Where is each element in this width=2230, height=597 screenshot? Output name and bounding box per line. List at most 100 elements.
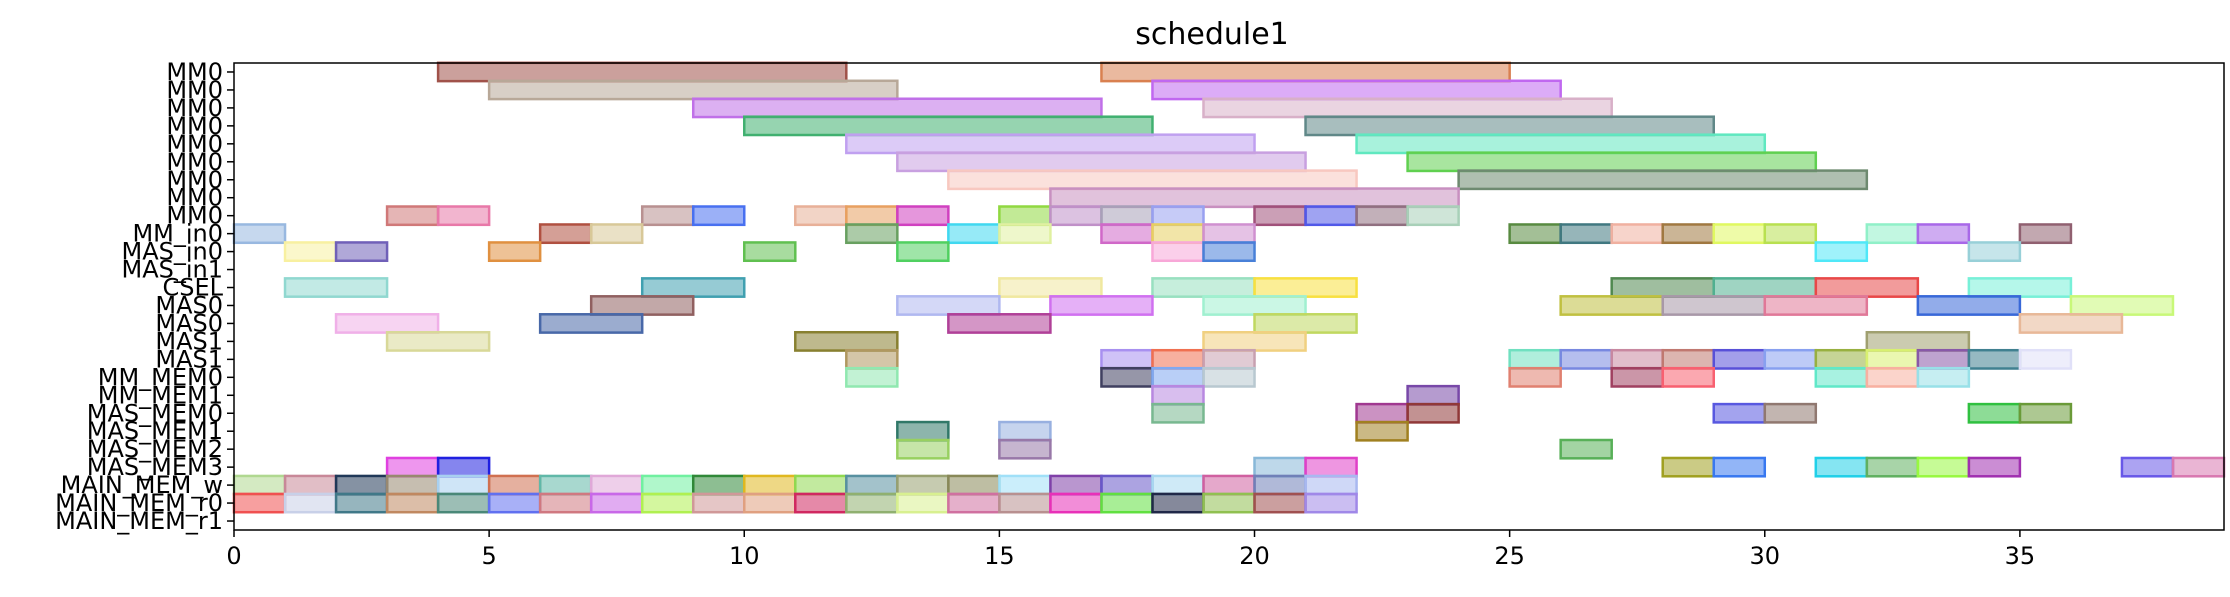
- task-bar: [385, 205, 440, 227]
- task-bars: [232, 61, 2226, 514]
- y-tick-label: CSEL: [162, 274, 223, 302]
- task-bar: [1100, 348, 1154, 370]
- y-tick-label: MAS_MEM2: [87, 435, 223, 463]
- task-bar: [334, 492, 389, 514]
- task-bar: [1253, 474, 1307, 496]
- chart-title: schedule1: [1135, 17, 1289, 52]
- task-bar: [845, 366, 899, 388]
- task-bar: [2171, 456, 2226, 478]
- x-axis-ticks: 0 5 10 15 20 25 30 35: [226, 530, 2035, 570]
- task-bar: [1508, 223, 1562, 245]
- task-bar: [691, 474, 746, 496]
- task-bar: [1202, 366, 1256, 388]
- task-bar: [1151, 402, 1205, 424]
- task-bar: [1967, 241, 2022, 263]
- task-bar: [1661, 223, 1715, 245]
- task-bar: [1304, 474, 1358, 496]
- task-bar: [1202, 295, 1307, 316]
- x-tick-label: 20: [1239, 542, 1270, 570]
- task-bar: [1406, 151, 1818, 173]
- task-bar: [1151, 474, 1205, 496]
- task-bar: [1712, 223, 1767, 245]
- task-bar: [743, 492, 797, 514]
- task-bar: [1865, 366, 1920, 388]
- task-bar: [743, 474, 797, 496]
- task-bar: [691, 492, 746, 514]
- y-tick-label: MM_MEM1: [98, 381, 223, 409]
- task-bar: [1202, 330, 1307, 352]
- y-tick-label: MAIN_MEM_w: [61, 471, 223, 499]
- task-bar: [845, 348, 899, 370]
- task-bar: [334, 241, 389, 263]
- task-bar: [1151, 277, 1256, 298]
- task-bar: [538, 313, 644, 334]
- task-bar: [1916, 348, 1971, 370]
- y-tick-label: MAS0: [155, 291, 223, 319]
- task-bar: [1661, 366, 1715, 388]
- task-bar: [1151, 205, 1205, 227]
- task-bar: [1814, 348, 1869, 370]
- y-tick-label: MM0: [166, 202, 223, 230]
- task-bar: [1865, 223, 1920, 245]
- x-tick-label: 10: [729, 542, 760, 570]
- x-tick-label: 5: [481, 542, 496, 570]
- y-tick-label: MAS1: [155, 345, 223, 373]
- task-bar: [1559, 223, 1613, 245]
- task-bar: [283, 277, 389, 298]
- task-bar: [1406, 205, 1460, 227]
- task-bar: [998, 205, 1052, 227]
- task-bar: [1253, 313, 1358, 334]
- task-bar: [1202, 97, 1613, 119]
- task-bar: [1508, 348, 1562, 370]
- task-bar: [1967, 402, 2022, 424]
- task-bar: [845, 205, 899, 227]
- task-bar: [998, 277, 1103, 298]
- task-bar: [1610, 277, 1715, 298]
- task-bar: [1202, 348, 1256, 370]
- task-bar: [1763, 402, 1818, 424]
- task-bar: [487, 79, 899, 101]
- task-bar: [1253, 456, 1307, 478]
- y-tick-label: MAS1: [155, 327, 223, 355]
- task-bar: [1712, 348, 1767, 370]
- task-bar: [1406, 402, 1460, 424]
- task-bar: [794, 205, 848, 227]
- task-bar: [1712, 456, 1767, 478]
- task-bar: [1100, 366, 1154, 388]
- task-bar: [845, 492, 899, 514]
- task-bar: [1151, 223, 1205, 245]
- task-bar: [1304, 456, 1358, 478]
- task-bar: [998, 492, 1052, 514]
- task-bar: [283, 241, 338, 263]
- task-bar: [794, 474, 848, 496]
- task-bar: [998, 420, 1052, 442]
- task-bar: [1559, 438, 1613, 460]
- task-bar: [896, 205, 950, 227]
- task-bar: [385, 330, 491, 352]
- task-bar: [589, 474, 644, 496]
- task-bar: [794, 330, 899, 352]
- task-bar: [1049, 187, 1460, 209]
- x-tick-label: 30: [1749, 542, 1780, 570]
- task-bar: [1202, 241, 1256, 263]
- task-bar: [1763, 223, 1818, 245]
- y-tick-label: MM0: [166, 112, 223, 140]
- task-bar: [947, 492, 1001, 514]
- y-tick-label: MAS_in0: [121, 238, 223, 266]
- task-bar: [1967, 277, 2073, 298]
- plot-frame: [233, 62, 2225, 531]
- task-bar: [845, 133, 1256, 155]
- task-bar: [1100, 492, 1154, 514]
- task-bar: [845, 223, 899, 245]
- task-bar: [334, 474, 389, 496]
- task-bar: [896, 420, 950, 442]
- y-tick-label: MM0: [166, 184, 223, 212]
- task-bar: [947, 313, 1052, 334]
- task-bar: [845, 474, 899, 496]
- task-bar: [589, 295, 695, 316]
- task-bar: [896, 151, 1307, 173]
- y-tick-label: MAS_MEM3: [87, 453, 223, 481]
- task-bar: [1151, 384, 1205, 406]
- task-bar: [998, 438, 1052, 460]
